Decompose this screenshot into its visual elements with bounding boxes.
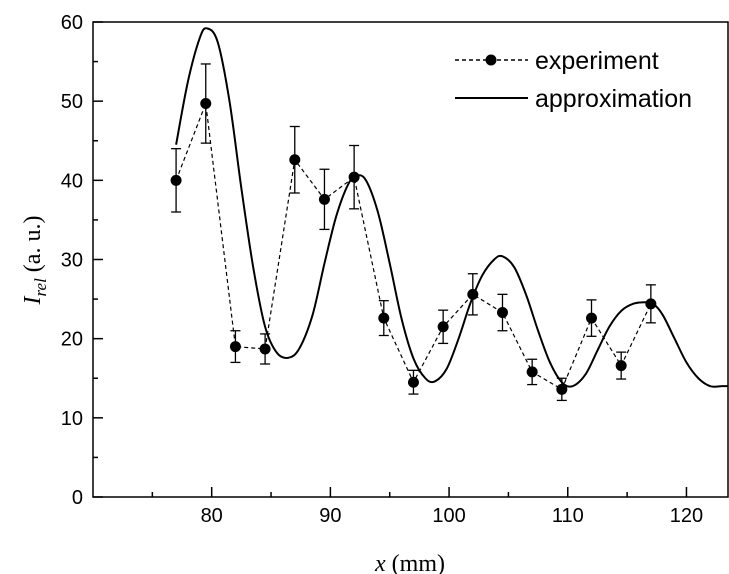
y-tick-label: 50 [61, 91, 83, 113]
data-point [586, 312, 598, 324]
data-point [200, 98, 212, 110]
data-point [556, 383, 568, 395]
x-axis-label: x (mm) [374, 551, 445, 574]
data-point [259, 343, 271, 355]
y-tick-label: 20 [61, 329, 83, 351]
legend: experiment approximation [455, 47, 692, 113]
data-point [615, 360, 627, 372]
x-tick-label: 90 [319, 505, 341, 527]
approximation-curve [175, 27, 728, 388]
x-tick-label: 80 [201, 505, 223, 527]
experiment-series [170, 63, 657, 402]
y-tick-label: 30 [61, 250, 83, 272]
y-tick-label: 10 [61, 408, 83, 430]
data-point [170, 174, 182, 186]
data-point [407, 376, 419, 388]
data-point [378, 312, 390, 324]
x-axis-ticks: 80 90 100 110 120 [151, 487, 703, 527]
data-point [526, 366, 538, 378]
approximation-series [175, 27, 728, 388]
data-point [348, 171, 360, 183]
y-tick-label: 40 [61, 170, 83, 192]
data-point [437, 321, 449, 333]
y-tick-label: 60 [61, 12, 83, 34]
legend-experiment-label: experiment [535, 47, 659, 75]
data-point [496, 307, 508, 319]
x-tick-label: 110 [552, 505, 584, 527]
legend-experiment-marker [485, 54, 497, 66]
y-axis-ticks: 0 10 20 30 40 50 60 [61, 12, 103, 509]
x-tick-label: 100 [432, 505, 465, 527]
legend-approximation-label: approximation [535, 85, 692, 113]
x-tick-label: 120 [670, 505, 703, 527]
data-point [467, 288, 479, 300]
data-point [229, 341, 241, 353]
experiment-line [175, 103, 652, 391]
data-point [318, 193, 330, 205]
data-point [289, 154, 301, 166]
data-point [645, 298, 657, 310]
y-tick-label: 0 [72, 487, 83, 509]
y-axis-label: Irel (a. u.) [20, 216, 50, 306]
